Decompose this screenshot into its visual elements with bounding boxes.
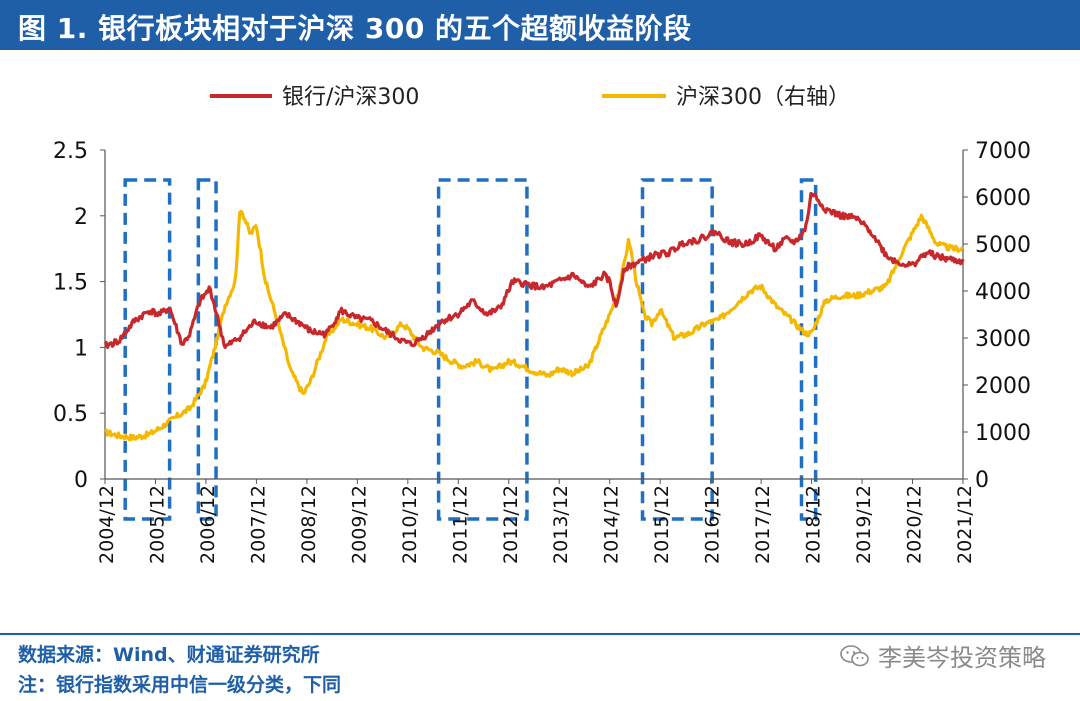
x-tick-label: 2014/12 [601, 485, 623, 564]
x-tick-label: 2016/12 [702, 485, 724, 564]
left-tick-label: 0 [74, 468, 88, 493]
x-tick-label: 2012/12 [500, 485, 522, 564]
highlight-period-box [436, 178, 529, 521]
series-line-csi300 [104, 209, 964, 442]
left-tick-label: 2 [74, 205, 88, 230]
chart: 银行/沪深300 沪深300（右轴） 0 0.5 1 1.5 2 2.5 0 1000 2000 3… [53, 85, 1031, 564]
footer-divider [0, 633, 1080, 635]
right-tick-label: 4000 [975, 280, 1031, 305]
x-tick-label: 2017/12 [752, 485, 774, 564]
x-tick-label: 2015/12 [651, 485, 673, 564]
left-tick-label: 0.5 [53, 402, 88, 427]
watermark: 李美岑投资策略 [840, 638, 1046, 673]
x-tick-label: 2009/12 [348, 485, 370, 564]
x-tick-label: 2018/12 [803, 485, 825, 564]
x-tick-label: 2020/12 [904, 485, 926, 564]
right-tick-label: 2000 [975, 374, 1031, 399]
right-tick-label: 0 [975, 468, 989, 493]
watermark-text: 李美岑投资策略 [878, 644, 1046, 672]
series-lines [103, 191, 965, 442]
x-tick-label: 2007/12 [247, 485, 269, 564]
right-tick-label: 5000 [975, 233, 1031, 258]
right-tick-label: 6000 [975, 186, 1031, 211]
left-tick-label: 1.5 [53, 271, 88, 296]
x-tick-label: 2004/12 [96, 485, 118, 564]
highlight-period-box [640, 178, 714, 521]
x-tick-label: 2006/12 [197, 485, 219, 564]
source-note: 数据来源：Wind、财通证券研究所 [18, 644, 320, 666]
x-tick-label: 2010/12 [399, 485, 421, 564]
left-tick-label: 1 [74, 336, 88, 361]
figure-title-bar: 图 1. 银行板块相对于沪深 300 的五个超额收益阶段 [0, 0, 1080, 50]
legend-label-csi300: 沪深300（右轴） [676, 85, 850, 110]
right-tick-label: 3000 [975, 327, 1031, 352]
wechat-icon [840, 644, 869, 666]
legend: 银行/沪深300 沪深300（右轴） [210, 85, 850, 110]
x-tick-label: 2011/12 [449, 485, 471, 564]
x-tick-label: 2013/12 [550, 485, 572, 564]
x-tick-label: 2021/12 [954, 485, 976, 564]
highlight-period-box [799, 178, 818, 521]
highlight-period-box [196, 178, 218, 521]
left-tick-label: 2.5 [53, 139, 88, 164]
x-tick-label: 2008/12 [298, 485, 320, 564]
right-tick-label: 7000 [975, 139, 1031, 164]
x-tick-label: 2019/12 [853, 485, 875, 564]
axes: 0 0.5 1 1.5 2 2.5 0 1000 2000 3000 4000 5000 6000 700… [53, 139, 1031, 564]
series-line-bank-relative [103, 191, 965, 349]
legend-label-bank-relative: 银行/沪深300 [282, 85, 419, 110]
right-tick-label: 1000 [975, 421, 1031, 446]
methodology-note: 注：银行指数采用中信一级分类，下同 [18, 674, 342, 696]
x-tick-label: 2005/12 [146, 485, 168, 564]
figure-title: 图 1. 银行板块相对于沪深 300 的五个超额收益阶段 [18, 12, 692, 45]
highlight-period-box [123, 178, 172, 521]
